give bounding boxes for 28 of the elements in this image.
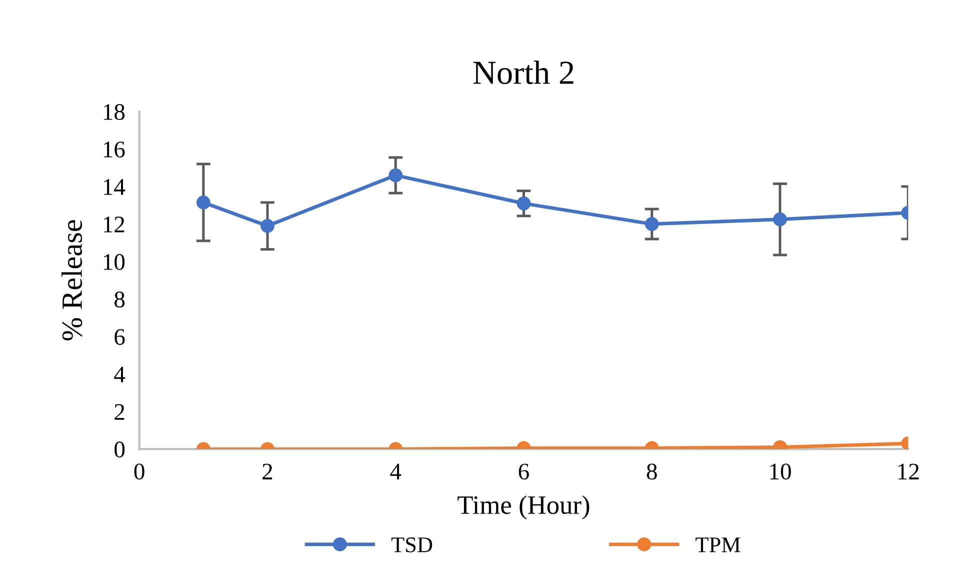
y-tick-label: 14 (104, 179, 126, 195)
y-tick-label: 2 (114, 404, 124, 420)
y-tick-label: 18 (104, 104, 125, 120)
y-tick-label: 12 (104, 216, 124, 232)
y-tick-label: 6 (114, 329, 125, 345)
legend-label: TPM (696, 538, 740, 552)
point (196, 196, 210, 210)
x-tick-label: 6 (518, 464, 529, 480)
y-tick-label: 8 (114, 292, 125, 308)
x-tick-label: 0 (134, 464, 144, 480)
point (644, 217, 659, 231)
point (516, 196, 531, 210)
point (260, 218, 274, 233)
x-tick-label: 12 (898, 464, 919, 480)
x-tick-label: 8 (646, 464, 657, 480)
legend-label: TSD (391, 537, 432, 552)
y-axis-title: % Release (62, 220, 82, 340)
y-tick-label: 4 (114, 366, 126, 382)
y-tick-label: 10 (104, 254, 125, 270)
chart-title: North 2 (473, 60, 574, 84)
y-tick-label: 16 (104, 142, 125, 158)
point (388, 168, 403, 182)
x-tick-label: 4 (390, 464, 402, 480)
x-tick-label: 10 (770, 464, 791, 480)
x-axis-title: Time (Hour) (458, 495, 590, 520)
y-tick-label: 0 (114, 442, 125, 458)
x-tick-label: 2 (262, 464, 272, 480)
point (773, 212, 787, 226)
